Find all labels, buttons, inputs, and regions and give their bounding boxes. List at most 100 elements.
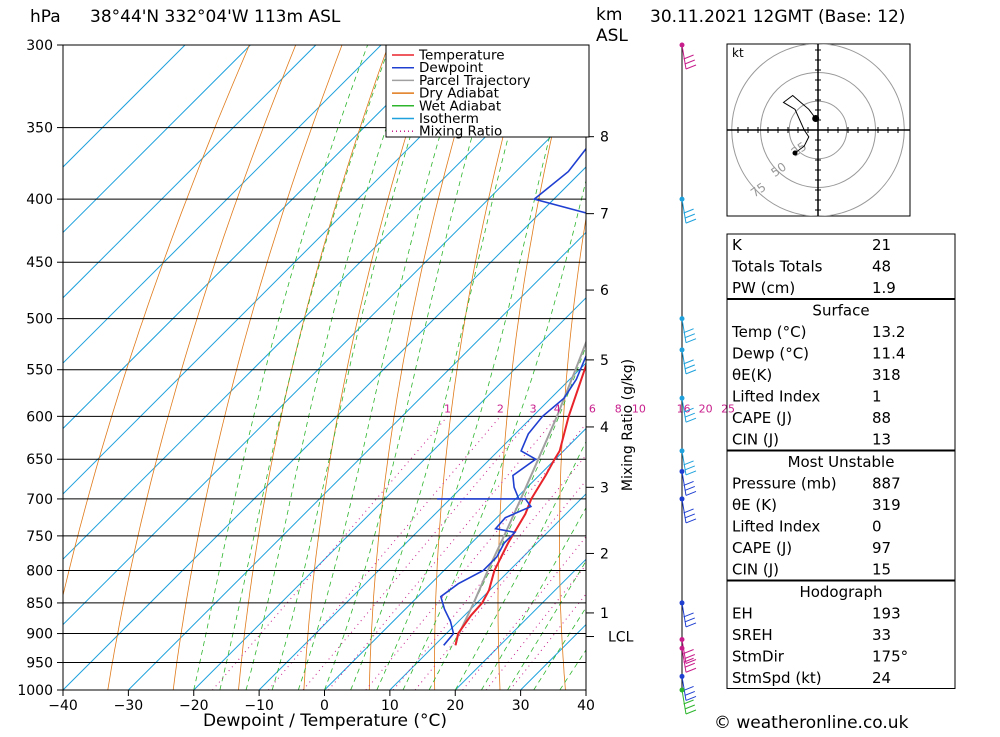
mixing-ratio-label: 2 [497,402,504,415]
table-row-label: Lifted Index [732,518,820,536]
mixing-ratio-line [213,416,448,690]
y-axis-right-label: Mixing Ratio (g/kg) [620,359,636,491]
isotherm-line [0,45,447,690]
temp-tick-label: −40 [48,698,78,714]
pressure-tick-label: 700 [26,492,53,508]
km-tick-label: 7 [600,207,609,223]
temp-tick-label: 40 [577,698,595,714]
table-row-value: 15 [872,561,891,579]
mixing-ratio-line [329,416,558,690]
table-row-value: 24 [872,669,891,687]
pressure-tick-label: 350 [26,121,53,137]
table-row-label: PW (cm) [732,279,795,297]
footer-credit: © weatheronline.co.uk [714,713,909,733]
mixing-ratio-label: 6 [589,402,596,415]
mixing-ratio-label: 4 [554,402,561,415]
right-unit-top: km [596,5,622,25]
table-row-value: 97 [872,539,891,557]
table-row-value: 88 [872,409,891,427]
hodograph-marker [812,115,819,122]
km-tick-label: 6 [600,283,609,299]
dry-adiabat-line [941,45,1000,690]
location-title: 38°44'N 332°04'W 113m ASL [90,7,341,27]
lcl-label: LCL [608,630,634,646]
table-row-label: CIN (J) [732,431,779,449]
wind-barb-column [680,43,697,715]
isotherm-line [0,45,381,690]
axes: 3003504004505005506006507007508008509009… [17,38,633,714]
left-unit-label: hPa [30,7,61,27]
table-row-value: 318 [872,366,901,384]
dry-adiabat-line [559,45,620,690]
pressure-tick-label: 800 [26,563,53,579]
plot-frame [63,45,586,690]
table-row-value: 21 [872,236,891,254]
datetime-title: 30.11.2021 12GMT (Base: 12) [650,7,905,27]
table-row-label: CAPE (J) [732,409,792,427]
table-row-value: 11.4 [872,345,905,363]
hodograph-marker [793,151,798,156]
hodograph-unit: kt [732,46,744,60]
pressure-tick-label: 1000 [17,683,53,699]
table-row-label: StmSpd (kt) [732,669,822,687]
table-row-label: Temp (°C) [731,323,806,341]
table-row-label: K [732,236,743,254]
table-row-value: 319 [872,496,901,514]
wet-adiabat-line [194,45,368,690]
pressure-tick-label: 750 [26,529,53,545]
wet-adiabat-line [246,45,414,690]
legend-label: Mixing Ratio [419,124,502,140]
mixing-ratio-label: 1 [444,402,451,415]
km-tick-label: 8 [600,130,609,146]
table-row-label: SREH [732,626,773,644]
isotherm-line [0,45,512,690]
surface-title: Surface [812,302,869,320]
most-unstable-title: Most Unstable [788,453,895,471]
wet-adiabat-line [455,45,733,690]
table-row-value: 48 [872,258,891,276]
km-tick-label: 1 [600,606,609,622]
mixing-ratio-label: 20 [699,402,713,415]
table-row-label: Lifted Index [732,388,820,406]
wet-adiabat-line [298,45,467,690]
table-row-label: CAPE (J) [732,539,792,557]
mixing-ratio-line [268,416,500,690]
isotherm-line [0,45,577,690]
table-row-value: 1 [872,388,882,406]
table-row-value: 193 [872,605,901,623]
pressure-tick-label: 900 [26,627,53,643]
table-row-label: Dewp (°C) [732,345,809,363]
wet-adiabat-line [351,45,534,690]
pressure-tick-label: 850 [26,596,53,612]
pressure-tick-label: 400 [26,192,53,208]
km-tick-label: 4 [600,420,609,436]
table-row-label: θE (K) [732,496,777,514]
table-row-value: 33 [872,626,891,644]
dry-adiabat-line [239,45,389,690]
temp-tick-label: 20 [446,698,464,714]
table-row-value: 0 [872,518,882,536]
wet-adiabat-line [377,45,573,690]
table-row-label: θE(K) [732,366,772,384]
isotherm-line [63,45,708,690]
km-tick-label: 5 [600,353,609,369]
x-axis-label: Dewpoint / Temperature (°C) [203,711,447,731]
wet-adiabat-line [325,45,499,690]
wet-adiabat-line [220,45,390,690]
table-row-value: 887 [872,475,901,493]
hodograph-stats-title: Hodograph [799,583,882,601]
dry-adiabat-line [108,45,296,690]
dry-adiabat-line [990,45,1000,690]
table-row-label: Totals Totals [731,258,823,276]
isotherm-line [0,45,643,690]
right-unit-bottom: ASL [596,26,628,46]
wet-adiabat-line [403,45,619,690]
pressure-tick-label: 450 [26,255,53,271]
table-row-value: 1.9 [872,279,896,297]
table-row-label: EH [732,605,753,623]
